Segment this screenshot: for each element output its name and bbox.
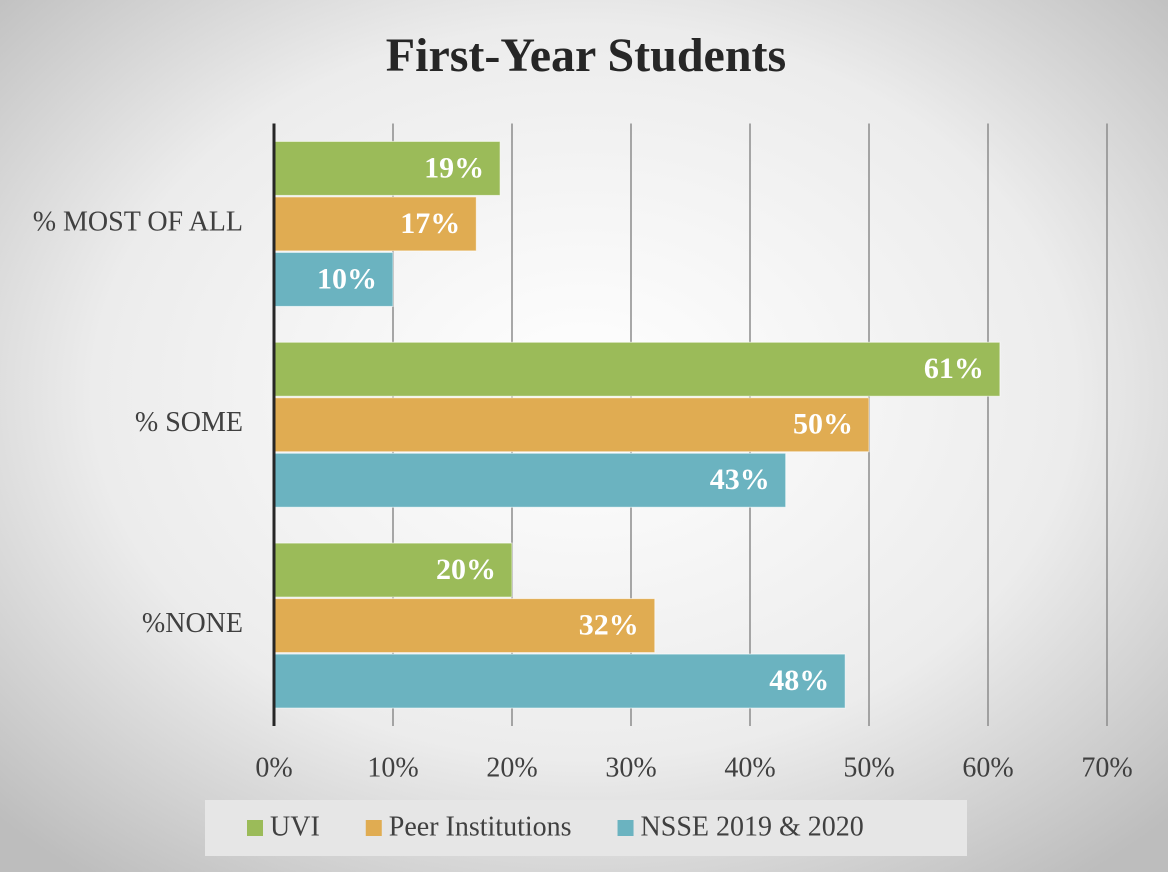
data-label: 20% [436,553,496,586]
x-tick-label: 20% [486,752,537,783]
data-label: 17% [400,207,460,240]
data-label: 48% [769,664,829,697]
x-tick-label: 60% [962,752,1013,783]
data-label: 61% [924,352,984,385]
data-label: 10% [317,262,377,295]
x-tick-label: 10% [367,752,418,783]
bar [273,452,787,508]
category-label: % MOST OF ALL [33,206,243,237]
x-tick-label: 30% [605,752,656,783]
bar [273,196,477,252]
bar [273,140,501,196]
legend-marker [617,820,634,836]
x-tick-label: 0% [255,752,292,783]
category-label: %NONE [142,608,243,639]
legend-label: Peer Institutions [389,811,572,842]
bar [273,251,394,307]
bar [273,397,870,453]
legend-marker [365,820,382,836]
x-tick-label: 40% [724,752,775,783]
data-label: 32% [579,608,639,641]
x-tick-label: 70% [1081,752,1132,783]
bar [273,653,846,709]
data-label: 50% [793,408,853,441]
x-tick-label: 50% [843,752,894,783]
legend-label: NSSE 2019 & 2020 [641,811,864,842]
legend-box [205,800,967,856]
bar [273,341,1001,397]
legend-label: UVI [270,811,320,842]
data-label: 43% [710,463,770,496]
chart-title: First-Year Students [386,29,786,82]
category-label: % SOME [135,407,243,438]
legend-marker [247,820,263,836]
data-label: 19% [424,151,484,184]
